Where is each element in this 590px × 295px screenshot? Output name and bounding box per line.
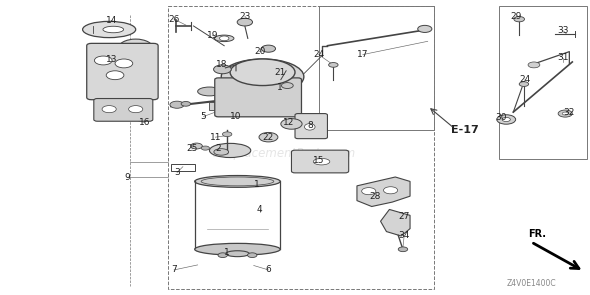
Text: 29: 29: [510, 12, 522, 21]
Ellipse shape: [214, 35, 234, 42]
Circle shape: [562, 112, 568, 115]
Text: 16: 16: [139, 118, 150, 127]
Circle shape: [281, 83, 293, 88]
Circle shape: [497, 115, 516, 124]
Circle shape: [514, 17, 525, 22]
Circle shape: [362, 188, 376, 195]
Circle shape: [329, 63, 338, 67]
Ellipse shape: [83, 22, 136, 38]
Text: 25: 25: [186, 145, 198, 153]
Text: 33: 33: [558, 27, 569, 35]
Text: E-17: E-17: [451, 125, 478, 135]
Ellipse shape: [221, 59, 304, 94]
FancyBboxPatch shape: [87, 43, 158, 100]
Circle shape: [259, 132, 278, 142]
Circle shape: [214, 65, 231, 74]
Text: 6: 6: [266, 266, 271, 274]
Text: 11: 11: [209, 133, 221, 142]
Text: 1: 1: [277, 83, 283, 91]
Ellipse shape: [304, 124, 315, 130]
FancyBboxPatch shape: [94, 99, 153, 121]
Text: 8: 8: [307, 121, 313, 130]
FancyBboxPatch shape: [291, 150, 349, 173]
Circle shape: [248, 253, 257, 258]
Bar: [168, 6, 434, 289]
Bar: [499, 6, 587, 159]
Text: 34: 34: [398, 232, 410, 240]
Circle shape: [218, 253, 227, 258]
Text: Z4V0E1400C: Z4V0E1400C: [506, 278, 556, 288]
Circle shape: [384, 187, 398, 194]
Circle shape: [398, 247, 408, 252]
Circle shape: [519, 82, 529, 86]
Circle shape: [115, 59, 133, 68]
Ellipse shape: [225, 251, 250, 257]
Text: 1: 1: [254, 180, 260, 189]
Bar: [319, 6, 434, 130]
Ellipse shape: [103, 26, 124, 33]
Text: 10: 10: [230, 112, 242, 121]
Text: 22: 22: [263, 133, 274, 142]
Ellipse shape: [198, 87, 221, 96]
Circle shape: [502, 117, 510, 122]
Circle shape: [181, 101, 191, 106]
Text: 15: 15: [313, 156, 324, 165]
Ellipse shape: [214, 149, 229, 155]
Text: 13: 13: [106, 55, 118, 63]
Polygon shape: [357, 177, 410, 206]
Circle shape: [94, 56, 112, 65]
Ellipse shape: [209, 143, 251, 158]
Text: 28: 28: [369, 192, 381, 201]
Ellipse shape: [195, 243, 280, 255]
Text: 1: 1: [224, 248, 230, 257]
Text: 12: 12: [283, 118, 295, 127]
Bar: [209, 102, 236, 110]
Text: 24: 24: [519, 75, 531, 84]
Text: 5: 5: [201, 112, 206, 121]
Circle shape: [281, 119, 302, 129]
Text: eReplacementParts.com: eReplacementParts.com: [211, 147, 355, 160]
Text: FR.: FR.: [528, 229, 546, 239]
Circle shape: [237, 18, 253, 26]
Ellipse shape: [118, 39, 153, 58]
Circle shape: [528, 62, 540, 68]
Circle shape: [558, 110, 572, 117]
Text: 24: 24: [313, 50, 324, 59]
Circle shape: [222, 132, 232, 137]
Circle shape: [106, 71, 124, 80]
Text: 30: 30: [496, 114, 507, 122]
Text: 19: 19: [206, 31, 218, 40]
Text: 31: 31: [558, 53, 569, 62]
FancyBboxPatch shape: [215, 78, 301, 117]
Polygon shape: [381, 209, 410, 236]
Circle shape: [219, 36, 229, 41]
Text: 17: 17: [357, 50, 369, 59]
Ellipse shape: [195, 176, 280, 187]
Ellipse shape: [313, 158, 330, 165]
Circle shape: [191, 143, 202, 149]
Text: 18: 18: [215, 60, 227, 69]
Text: 2: 2: [215, 145, 221, 153]
Text: 20: 20: [254, 47, 266, 56]
Text: 14: 14: [106, 16, 118, 25]
Text: 9: 9: [124, 173, 130, 181]
Text: 7: 7: [171, 266, 177, 274]
Circle shape: [102, 106, 116, 113]
Ellipse shape: [230, 59, 295, 86]
Circle shape: [261, 45, 276, 52]
Text: 21: 21: [274, 68, 286, 77]
Circle shape: [418, 25, 432, 32]
Text: 26: 26: [168, 15, 180, 24]
Text: 3: 3: [174, 168, 180, 177]
Circle shape: [170, 101, 184, 108]
Text: 23: 23: [239, 12, 251, 21]
Text: 32: 32: [563, 108, 575, 117]
Text: 4: 4: [257, 205, 263, 214]
Circle shape: [129, 106, 143, 113]
FancyBboxPatch shape: [295, 114, 327, 139]
Text: 27: 27: [398, 212, 410, 221]
Bar: [171, 164, 195, 171]
Circle shape: [201, 146, 209, 150]
